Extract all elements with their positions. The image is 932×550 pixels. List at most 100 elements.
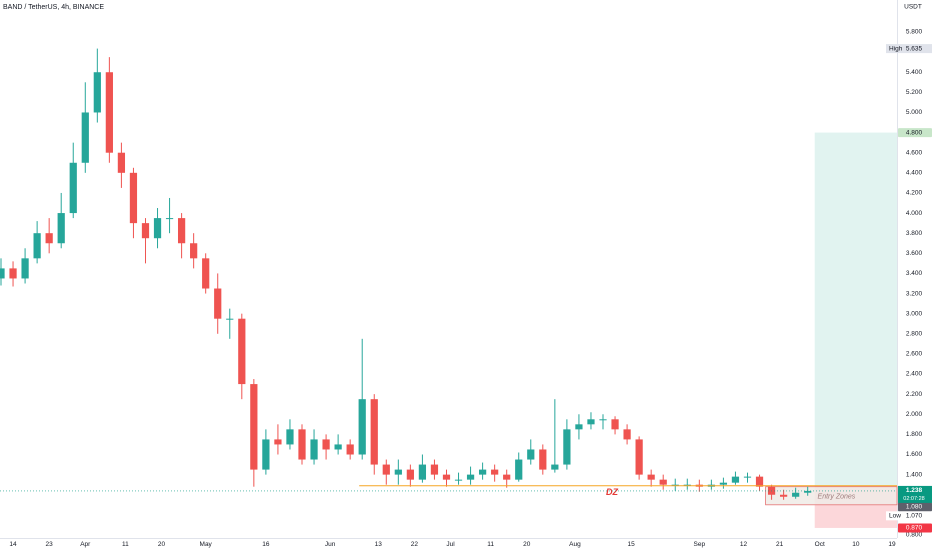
- y-tick-label: 5.200: [906, 89, 923, 96]
- last-price-label: 1.238: [906, 487, 923, 494]
- candle-body: [587, 419, 595, 425]
- candle-body: [743, 476, 752, 478]
- candle-body: [141, 223, 150, 239]
- candle-body: [153, 218, 162, 239]
- candle-body: [165, 218, 174, 220]
- candle-body: [382, 464, 390, 475]
- x-tick-label: Aug: [569, 541, 581, 548]
- candle-body: [575, 424, 583, 430]
- candle-body: [370, 399, 378, 465]
- y-tick-label: 5.000: [906, 109, 923, 116]
- x-tick-label: 12: [740, 541, 748, 548]
- candle-body: [394, 469, 402, 475]
- candle-body: [418, 464, 427, 480]
- candle-body: [57, 213, 65, 244]
- candle-body: [683, 484, 691, 486]
- candle-body: [539, 449, 547, 470]
- candle-body: [430, 464, 439, 475]
- price-tag: [898, 502, 932, 512]
- candle-body: [33, 233, 41, 259]
- candle-body: [177, 218, 186, 244]
- x-tick-label: 11: [122, 541, 129, 548]
- candle-body: [515, 459, 523, 480]
- x-tick-label: 10: [852, 541, 860, 548]
- plot: Entry Zones DZ: [0, 48, 898, 528]
- y-tick-label: 3.400: [906, 270, 923, 277]
- x-tick-label: Sep: [694, 541, 706, 548]
- low-tag: [886, 511, 932, 521]
- x-tick-label: 11: [487, 541, 494, 548]
- y-tick-label: 2.800: [906, 331, 923, 338]
- x-tick-label: 20: [523, 541, 531, 548]
- candle-body: [45, 233, 53, 244]
- candle-body: [780, 494, 788, 497]
- candle-body: [117, 152, 126, 173]
- candle-body: [322, 439, 330, 450]
- candle-body: [804, 490, 812, 493]
- y-tick-label: 1.800: [906, 431, 923, 438]
- candle-body: [105, 72, 113, 153]
- y-tick-label: 2.000: [906, 411, 923, 418]
- y-tick-label: 0.800: [906, 532, 923, 539]
- candle-body: [129, 172, 138, 224]
- x-tick-label: 21: [776, 541, 784, 548]
- candle-body: [454, 479, 463, 481]
- high-value: 5.635: [906, 45, 923, 52]
- x-tick-label: 15: [627, 541, 635, 548]
- candle-body: [731, 476, 740, 483]
- price-tag-label: 0.870: [906, 525, 923, 532]
- candle-body: [659, 479, 667, 485]
- last-price-tag: [898, 485, 932, 503]
- x-tick-label: 20: [158, 541, 166, 548]
- candle-body: [93, 72, 101, 113]
- x-tick-label: May: [200, 541, 213, 548]
- candle-body: [0, 268, 5, 279]
- y-tick-label: 4.000: [906, 210, 923, 217]
- entry-zone-label: Entry Zones: [818, 494, 856, 501]
- candle-body: [358, 399, 366, 455]
- candle-body: [21, 258, 29, 279]
- low-name: Low: [889, 513, 901, 520]
- price-tag-label: 1.080: [906, 504, 923, 511]
- candle-body: [81, 112, 89, 163]
- x-tick-label: 16: [262, 541, 270, 548]
- candle-body: [250, 384, 258, 470]
- x-tick-label: Oct: [815, 541, 825, 548]
- x-tick-label: 14: [9, 541, 17, 548]
- y-tick-label: 4.600: [906, 149, 923, 156]
- y-tick-label: 1.400: [906, 471, 923, 478]
- candle-body: [719, 482, 728, 485]
- dz-label: DZ: [606, 487, 618, 497]
- candle-body: [755, 476, 764, 487]
- chart-title: BAND / TetherUS, 4h, BINANCE: [3, 4, 104, 11]
- candle-body: [792, 492, 800, 497]
- x-tick-label: Jun: [325, 541, 336, 548]
- candle-body: [551, 464, 559, 470]
- high-tag: [886, 44, 932, 54]
- candle-body: [190, 243, 198, 259]
- candle-body: [274, 439, 282, 445]
- y-tick-label: 1.600: [906, 451, 923, 458]
- candle-body: [611, 419, 619, 430]
- candle-body: [262, 439, 270, 470]
- axes: 5.800 5.400 5.200 5.000 4.600 4.400 4.200 4.000…: [9, 29, 932, 548]
- candle-body: [635, 439, 643, 475]
- candle-body: [346, 444, 354, 455]
- y-tick-label: 2.400: [906, 371, 923, 378]
- y-tick-label: 3.800: [906, 230, 923, 237]
- candle-body: [503, 474, 511, 480]
- candle-body: [599, 419, 607, 421]
- candle-body: [647, 474, 655, 480]
- y-tick-label: 2.600: [906, 351, 923, 358]
- x-tick-label: Jul: [446, 541, 455, 548]
- y-tick-label: 3.200: [906, 290, 923, 297]
- candle-body: [334, 444, 342, 450]
- candle-body: [442, 474, 451, 480]
- candle-body: [214, 288, 222, 319]
- candle-body: [238, 318, 246, 385]
- candle-body: [406, 469, 414, 480]
- y-tick-label: 3.000: [906, 310, 923, 317]
- y-tick-label: 5.400: [906, 69, 923, 76]
- x-tick-label: Apr: [80, 541, 91, 548]
